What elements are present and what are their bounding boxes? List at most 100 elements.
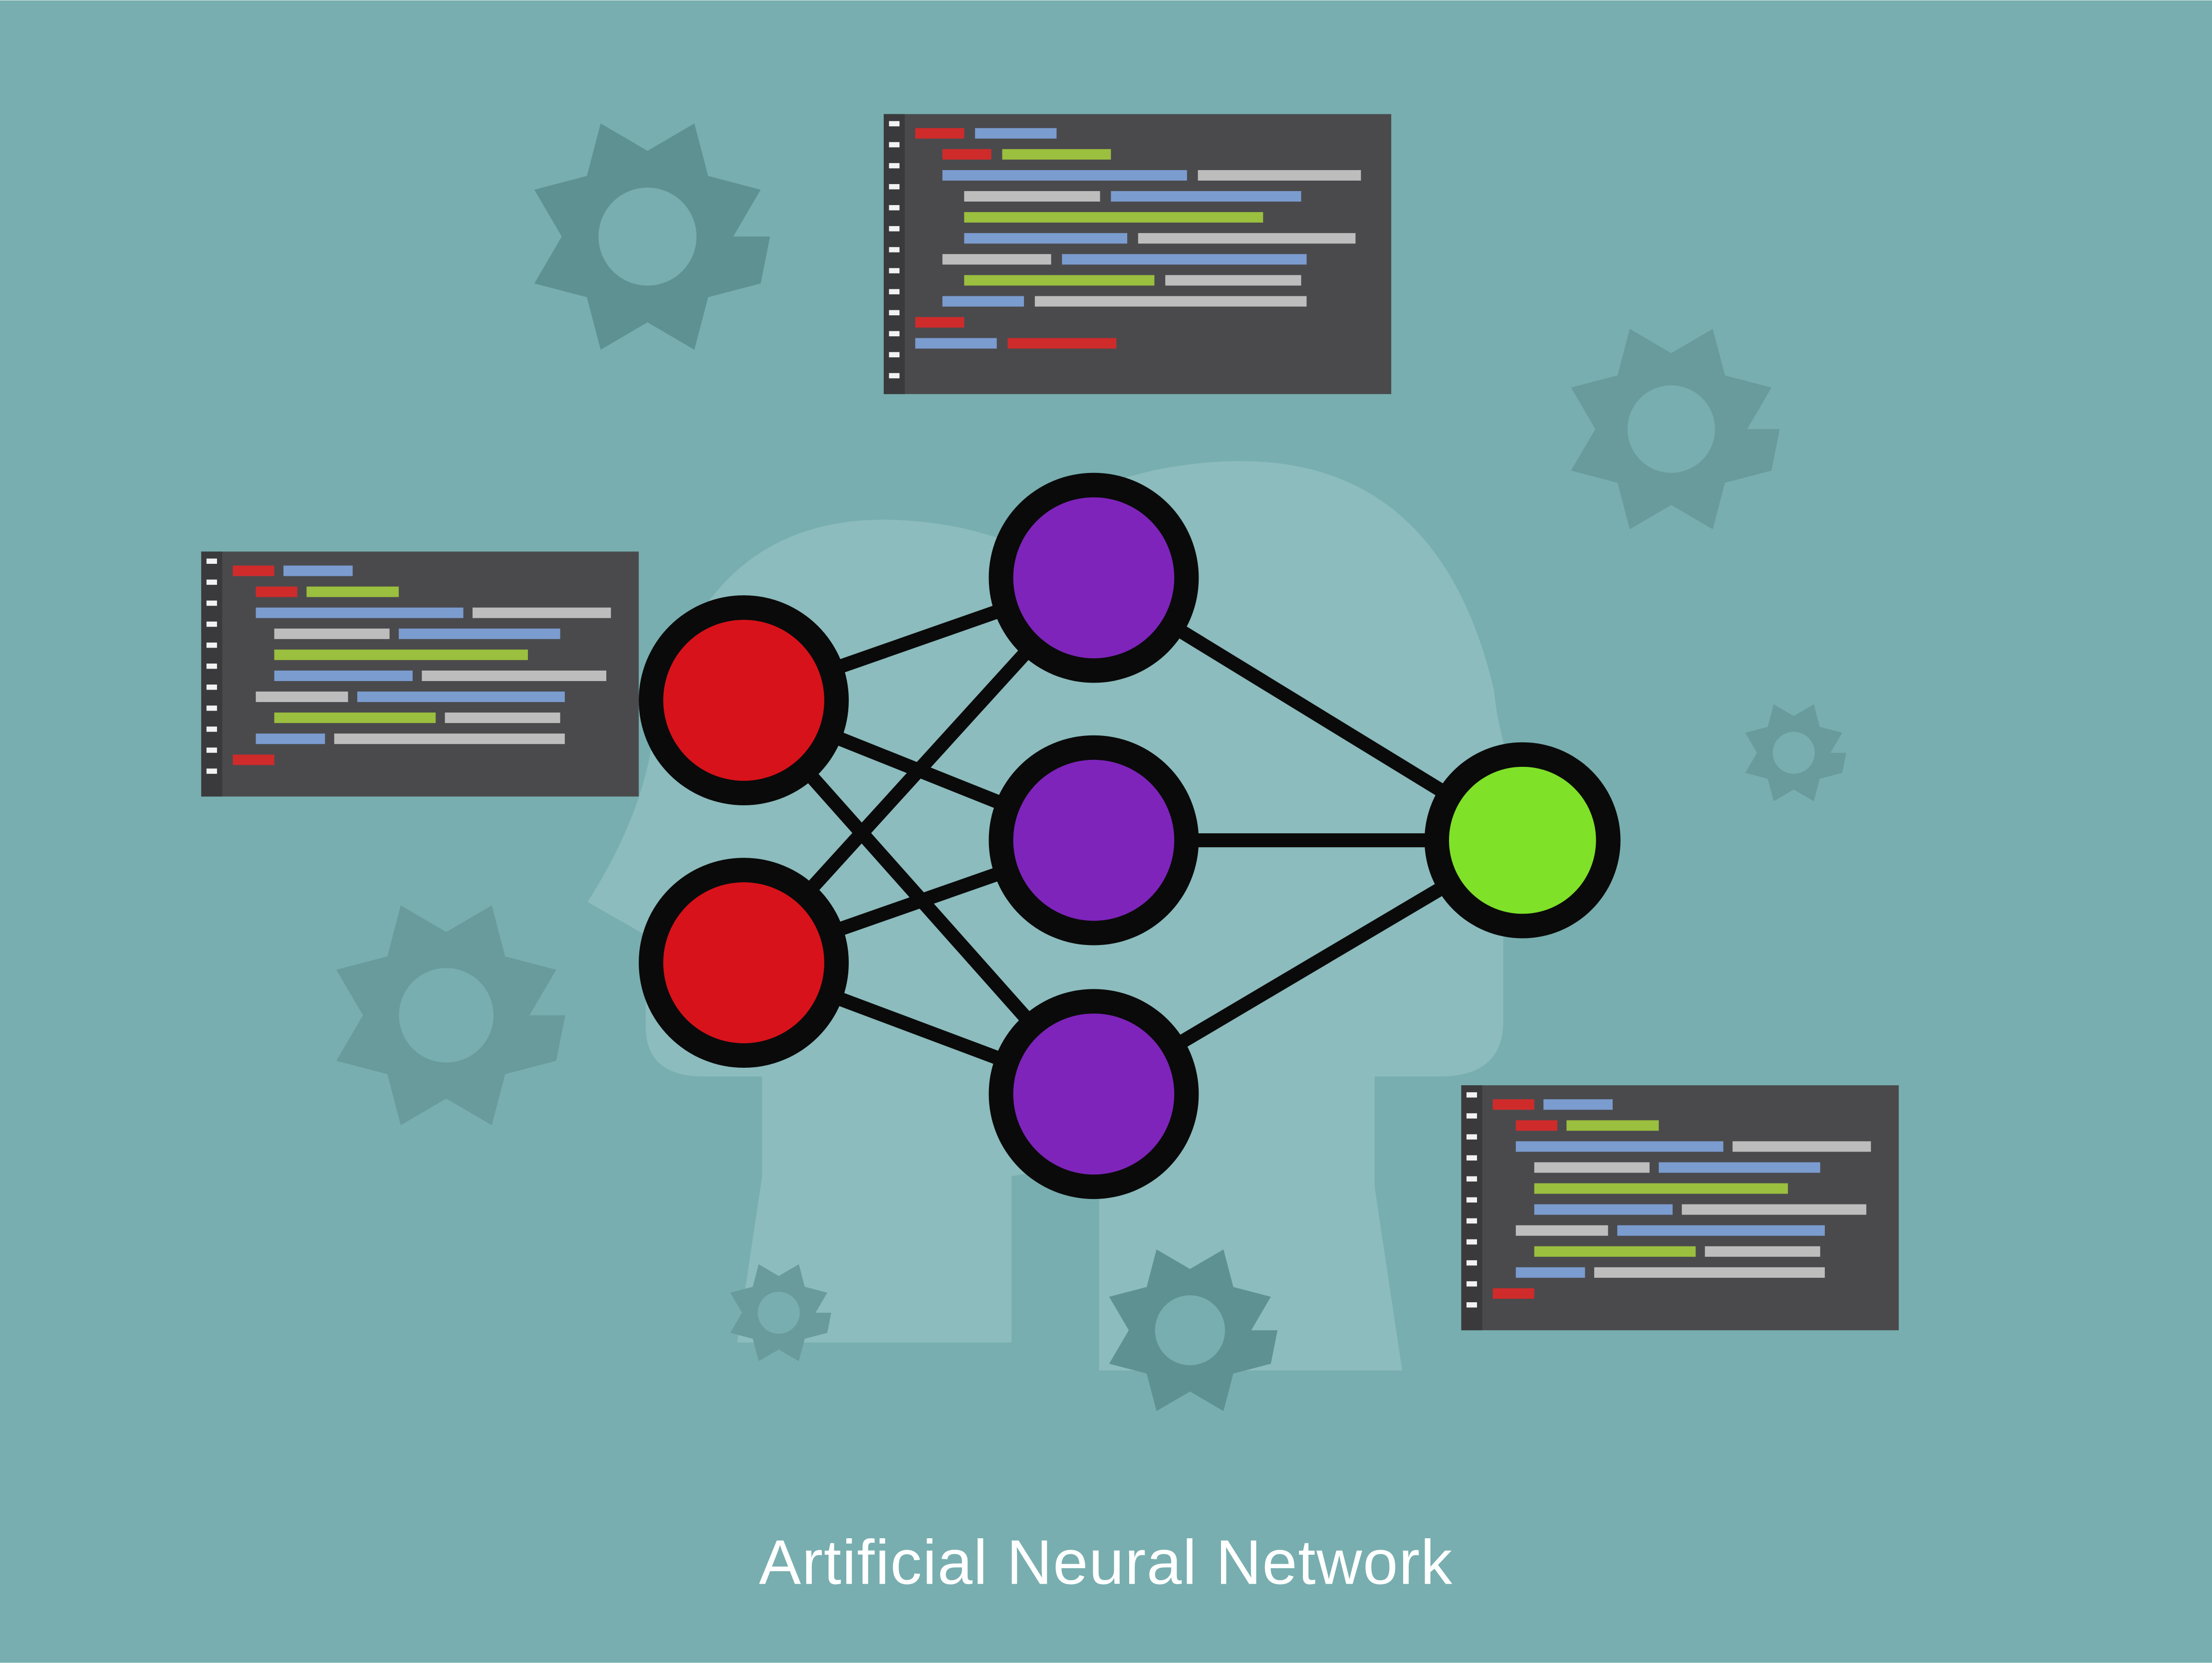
code-top-code-line [915,317,964,327]
code-top-code-line [1062,254,1306,264]
code-left-code-line [445,713,560,723]
code-top-code-line [915,128,964,139]
diagram-title: Artificial Neural Network [759,1527,1453,1598]
code-top-code-line [943,296,1024,306]
code-top-sidebar-dash [889,289,900,294]
code-bottom-code-line [1534,1204,1673,1215]
node-h-1-fill [1013,497,1175,659]
code-left-code-line [256,692,348,702]
code-top-sidebar-dash [889,247,900,252]
code-top-sidebar-dash [889,331,900,337]
code-left [201,551,639,796]
node-h-1 [989,473,1199,683]
code-top-code-line [1111,191,1301,202]
infographic-canvas: Artificial Neural Network [0,0,2212,1663]
code-bottom-code-line [1682,1204,1867,1215]
code-bottom-code-line [1705,1246,1820,1257]
code-bottom-sidebar-dash [1467,1239,1477,1245]
code-left-code-line [283,566,353,576]
code-bottom-sidebar-dash [1467,1197,1477,1203]
code-bottom-code-line [1617,1225,1825,1236]
code-top-sidebar-dash [889,184,900,190]
code-top [884,114,1391,394]
code-bottom-sidebar-dash [1467,1260,1477,1266]
code-bottom-code-line [1516,1120,1557,1131]
code-top-code-line [943,254,1051,264]
code-top-sidebar-dash [889,142,900,148]
code-top-code-line [1138,233,1356,243]
code-bottom-sidebar-dash [1467,1092,1477,1098]
code-top-code-line [943,149,991,160]
node-in-2-fill [663,882,824,1043]
code-top-code-line [964,212,1263,223]
code-left-sidebar-dash [207,747,217,753]
code-left-sidebar [201,551,222,796]
code-bottom-code-line [1534,1162,1650,1173]
code-left-code-line [233,754,274,765]
node-h-2 [989,735,1199,946]
code-top-sidebar-dash [889,373,900,379]
code-left-code-line [256,587,297,597]
node-out-1-fill [1449,767,1596,914]
code-bottom-sidebar [1461,1085,1482,1330]
code-top-sidebar-dash [889,121,900,127]
node-in-1-fill [663,620,824,781]
code-bottom-sidebar-dash [1467,1302,1477,1308]
node-h-2-fill [1013,760,1175,921]
code-left-sidebar-dash [207,643,217,648]
code-left-sidebar-dash [207,768,217,774]
node-out-1 [1425,742,1621,939]
code-left-code-line [274,671,413,681]
code-bottom-code-line [1732,1141,1871,1152]
code-bottom-sidebar-dash [1467,1281,1477,1287]
code-top-code-line [964,191,1100,202]
code-left-code-line [233,566,274,576]
code-bottom-code-line [1534,1184,1788,1194]
code-top-code-line [975,128,1056,139]
gear-top-left-hole [598,188,696,285]
code-left-code-line [334,733,565,744]
code-top-code-line [964,233,1127,243]
code-bottom-code-line [1534,1246,1696,1257]
code-left-sidebar-dash [207,580,217,585]
code-left-code-line [256,733,325,744]
code-bottom-sidebar-dash [1467,1113,1477,1119]
code-top-sidebar-dash [889,226,900,232]
code-bottom [1461,1085,1899,1330]
code-bottom-code-line [1516,1225,1608,1236]
code-bottom-sidebar-dash [1467,1176,1477,1182]
code-left-sidebar-dash [207,622,217,627]
code-bottom-code-line [1543,1099,1613,1110]
code-top-code-line [1165,275,1301,285]
code-top-code-line [964,275,1154,285]
code-left-code-line [306,587,399,597]
gear-right-small-hole [1773,732,1815,774]
code-top-code-line [1035,296,1307,306]
code-left-code-line [399,629,560,639]
code-left-sidebar-dash [207,558,217,564]
gear-bottom-small-hole [758,1292,800,1334]
code-bottom-code-line [1516,1267,1585,1278]
node-h-3 [989,989,1199,1199]
code-top-sidebar-dash [889,205,900,211]
node-h-3-fill [1013,1013,1175,1175]
code-top-code-line [1007,338,1116,349]
gear-bottom-mid-hole [1155,1295,1225,1365]
code-bottom-sidebar-dash [1467,1134,1477,1140]
code-left-sidebar-dash [207,726,217,732]
code-bottom-sidebar-dash [1467,1155,1477,1161]
code-top-code-line [915,338,996,349]
code-bottom-code-line [1566,1120,1659,1131]
diagram-svg: Artificial Neural Network [0,0,2212,1663]
node-in-2 [639,858,849,1068]
code-left-code-line [274,650,528,660]
code-left-sidebar-dash [207,685,217,690]
code-left-code-line [422,671,606,681]
code-top-sidebar-dash [889,268,900,273]
code-top-sidebar-dash [889,352,900,358]
code-left-code-line [357,692,565,702]
code-left-code-line [473,608,611,618]
code-bottom-code-line [1493,1099,1534,1110]
code-left-code-line [274,629,390,639]
code-top-code-line [1198,170,1361,181]
